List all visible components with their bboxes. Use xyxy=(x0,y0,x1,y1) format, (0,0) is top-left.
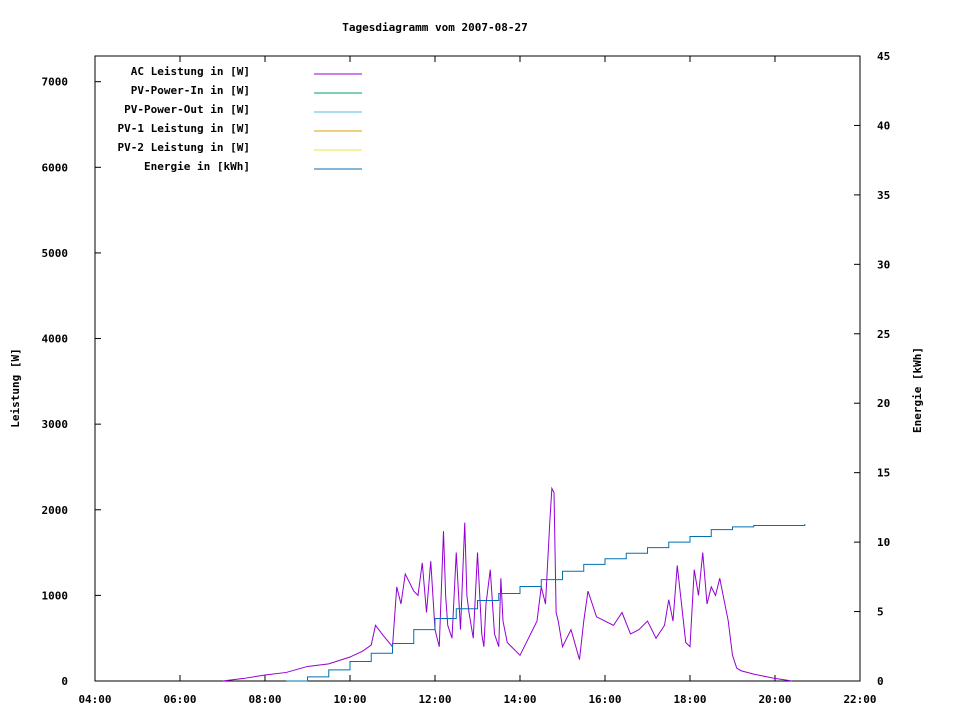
y2-tick-label: 45 xyxy=(877,50,890,63)
y2-tick-label: 25 xyxy=(877,328,890,341)
x-tick-label: 10:00 xyxy=(333,693,366,706)
series-line xyxy=(286,524,806,682)
legend-label: PV-1 Leistung in [W] xyxy=(118,122,250,135)
x-axis: 04:00 06:00 08:00 10:00 12:00 14:00 16:00 18:00… xyxy=(78,56,877,706)
y-axis-right: 0 5 10 15 20 25 30 35 40 45 xyxy=(854,50,890,688)
y-tick-label: 0 xyxy=(61,675,68,688)
x-tick-label: 12:00 xyxy=(418,693,451,706)
y-tick-label: 6000 xyxy=(42,161,69,174)
chart-title: Tagesdiagramm vom 2007-08-27 xyxy=(342,21,527,34)
y2-tick-label: 20 xyxy=(877,397,890,410)
x-tick-label: 04:00 xyxy=(78,693,111,706)
x-tick-label: 16:00 xyxy=(588,693,621,706)
y-axis-label: Leistung [W] xyxy=(9,348,22,427)
y2-tick-label: 15 xyxy=(877,467,890,480)
y-tick-label: 7000 xyxy=(42,76,69,89)
y2-tick-label: 35 xyxy=(877,189,890,202)
series-line xyxy=(222,486,793,682)
y-tick-label: 5000 xyxy=(42,247,69,260)
x-tick-label: 06:00 xyxy=(163,693,196,706)
legend-label: Energie in [kWh] xyxy=(144,160,250,173)
y-tick-label: 3000 xyxy=(42,418,69,431)
x-tick-label: 22:00 xyxy=(843,693,876,706)
x-tick-label: 14:00 xyxy=(503,693,536,706)
y2-tick-label: 5 xyxy=(877,606,884,619)
y2-tick-label: 30 xyxy=(877,258,890,271)
y-tick-label: 1000 xyxy=(42,589,69,602)
plot-frame xyxy=(94,55,861,682)
y2-tick-label: 40 xyxy=(877,119,890,132)
legend: AC Leistung in [W] PV-Power-In in [W] PV-P… xyxy=(118,65,362,173)
legend-label: PV-Power-Out in [W] xyxy=(124,103,250,116)
legend-label: PV-Power-In in [W] xyxy=(131,84,250,97)
legend-label: PV-2 Leistung in [W] xyxy=(118,141,250,154)
x-tick-label: 18:00 xyxy=(673,693,706,706)
legend-label: AC Leistung in [W] xyxy=(131,65,250,78)
y2-tick-label: 10 xyxy=(877,536,890,549)
x-tick-label: 08:00 xyxy=(248,693,281,706)
x-tick-label: 20:00 xyxy=(758,693,791,706)
y-tick-label: 4000 xyxy=(42,333,69,346)
y2-axis-label: Energie [kWh] xyxy=(911,347,924,433)
y-tick-label: 2000 xyxy=(42,504,69,517)
y-axis-left: 0 1000 2000 3000 4000 5000 6000 7000 xyxy=(42,76,101,688)
y2-tick-label: 0 xyxy=(877,675,884,688)
series-layer xyxy=(222,486,806,682)
